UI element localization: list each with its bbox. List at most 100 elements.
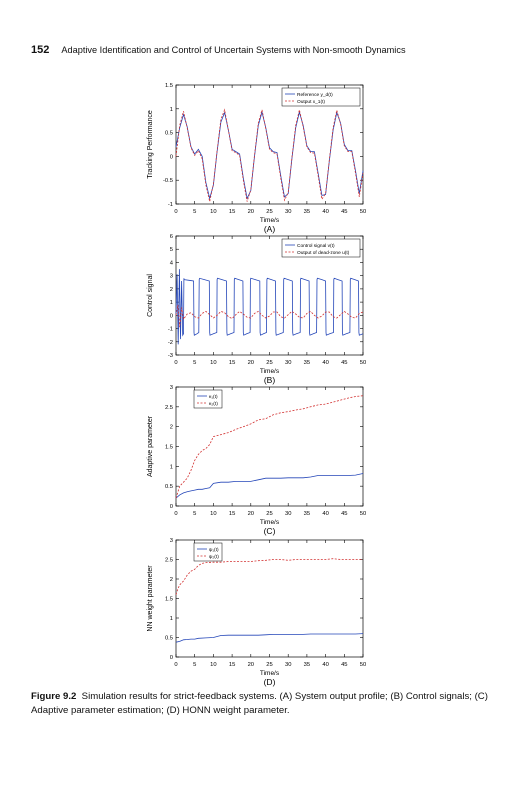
panel-label: (D) <box>264 677 276 687</box>
x-tick-label: 50 <box>360 511 366 517</box>
x-tick-label: 5 <box>193 662 196 668</box>
y-tick-label: -1 <box>168 202 173 208</box>
chart-panel-0: 0 5 10 15 20 25 30 35 40 45 50 -1 -0.5 0 0.5 1 1.5 Time/s… <box>147 83 366 234</box>
legend-entry: Output x_1(t) <box>297 99 325 105</box>
series-line-0 <box>175 269 364 345</box>
series-line-1 <box>175 558 363 595</box>
x-tick-label: 25 <box>266 209 272 215</box>
y-tick-label: -1 <box>168 327 173 333</box>
y-tick-label: 1.5 <box>165 83 173 89</box>
y-tick-label: 1 <box>170 464 173 470</box>
y-tick-label: 0.5 <box>165 636 173 642</box>
x-axis-label: Time/s <box>260 217 280 224</box>
y-tick-label: 1 <box>170 107 173 113</box>
x-tick-label: 0 <box>174 360 177 366</box>
x-tick-label: 0 <box>174 209 177 215</box>
series-line-0 <box>175 633 364 643</box>
y-tick-label: 2 <box>170 577 173 583</box>
figure-caption: Figure 9.2 Simulation results for strict… <box>31 690 501 717</box>
y-axis-label: Tracking Performance <box>147 110 154 179</box>
x-tick-label: 45 <box>341 662 347 668</box>
figure-label: Figure 9.2 <box>31 691 77 702</box>
x-tick-label: 20 <box>248 209 254 215</box>
x-tick-label: 50 <box>360 360 366 366</box>
figure-caption-text: Simulation results for strict-feedback s… <box>31 691 488 716</box>
y-tick-label: 3 <box>170 538 173 544</box>
x-tick-label: 10 <box>210 662 216 668</box>
y-tick-label: -2 <box>168 340 173 346</box>
series-line-0 <box>175 110 364 200</box>
x-tick-label: 25 <box>266 662 272 668</box>
running-header: 152 Adaptive Identification and Control o… <box>31 44 406 56</box>
y-tick-label: -0.5 <box>163 178 173 184</box>
x-tick-label: 40 <box>322 511 328 517</box>
x-tick-label: 30 <box>285 209 291 215</box>
x-tick-label: 25 <box>266 360 272 366</box>
x-tick-label: 15 <box>229 511 235 517</box>
y-axis-label: NN weight parameter <box>147 565 154 632</box>
x-tick-label: 40 <box>322 662 328 668</box>
y-tick-label: 3 <box>170 385 173 391</box>
y-axis-label: Control signal <box>147 274 154 317</box>
x-tick-label: 15 <box>229 360 235 366</box>
legend-entry: κ₁(t) <box>209 394 218 400</box>
x-tick-label: 40 <box>322 209 328 215</box>
legend-entry: Output of dead-zone u(t) <box>297 250 350 256</box>
x-tick-label: 15 <box>229 209 235 215</box>
x-axis-label: Time/s <box>260 368 280 375</box>
y-tick-label: 0 <box>170 655 173 661</box>
series-line-1 <box>175 108 364 202</box>
x-tick-label: 10 <box>210 209 216 215</box>
x-tick-label: 50 <box>360 662 366 668</box>
legend-box <box>281 87 361 107</box>
legend-entry: Reference y_d(t) <box>297 92 333 98</box>
x-tick-label: 25 <box>266 511 272 517</box>
y-tick-label: 1.5 <box>165 597 173 603</box>
x-tick-label: 35 <box>304 209 310 215</box>
y-tick-label: 0 <box>170 154 173 160</box>
panel-label: (C) <box>264 526 276 536</box>
x-tick-label: 30 <box>285 360 291 366</box>
series-line-0 <box>175 473 364 499</box>
chart-panel-3: 0 5 10 15 20 25 30 35 40 45 50 0 0.5 1 1.5 2 2.5 3 Time/s N… <box>147 538 366 687</box>
y-tick-label: 2 <box>170 287 173 293</box>
legend-entry: ψ₁(t) <box>209 547 219 553</box>
y-tick-label: 0.5 <box>165 131 173 137</box>
y-axis-label: Adaptive parameter <box>147 415 154 477</box>
legend-entry: κ₂(t) <box>209 401 218 407</box>
x-tick-label: 35 <box>304 360 310 366</box>
chart-panel-1: 0 5 10 15 20 25 30 35 40 45 50-3-2-10123456Time/sC… <box>147 234 366 385</box>
legend-box <box>193 389 223 409</box>
x-tick-label: 5 <box>193 360 196 366</box>
x-tick-label: 35 <box>304 662 310 668</box>
x-tick-label: 45 <box>341 209 347 215</box>
x-tick-label: 35 <box>304 511 310 517</box>
x-tick-label: 15 <box>229 662 235 668</box>
y-tick-label: 2 <box>170 425 173 431</box>
y-tick-label: -3 <box>168 353 173 359</box>
x-tick-label: 5 <box>193 209 196 215</box>
x-axis-label: Time/s <box>260 670 280 677</box>
x-tick-label: 45 <box>341 511 347 517</box>
y-tick-label: 3 <box>170 274 173 280</box>
series-line-1 <box>175 304 364 328</box>
legend-box <box>193 542 223 562</box>
y-tick-label: 4 <box>170 260 174 266</box>
y-tick-label: 2.5 <box>165 558 173 564</box>
x-tick-label: 30 <box>285 511 291 517</box>
x-tick-label: 40 <box>322 360 328 366</box>
series-line-1 <box>175 395 364 499</box>
x-tick-label: 20 <box>248 662 254 668</box>
x-tick-label: 10 <box>210 360 216 366</box>
y-tick-label: 0 <box>170 313 173 319</box>
y-tick-label: 5 <box>170 247 173 253</box>
y-tick-label: 0 <box>170 504 173 510</box>
y-tick-label: 1 <box>170 300 173 306</box>
x-axis-label: Time/s <box>260 519 280 526</box>
x-tick-label: 10 <box>210 511 216 517</box>
x-tick-label: 30 <box>285 662 291 668</box>
y-tick-label: 1 <box>170 616 173 622</box>
running-title: Adaptive Identification and Control of U… <box>61 45 406 55</box>
y-tick-label: 6 <box>170 234 173 240</box>
